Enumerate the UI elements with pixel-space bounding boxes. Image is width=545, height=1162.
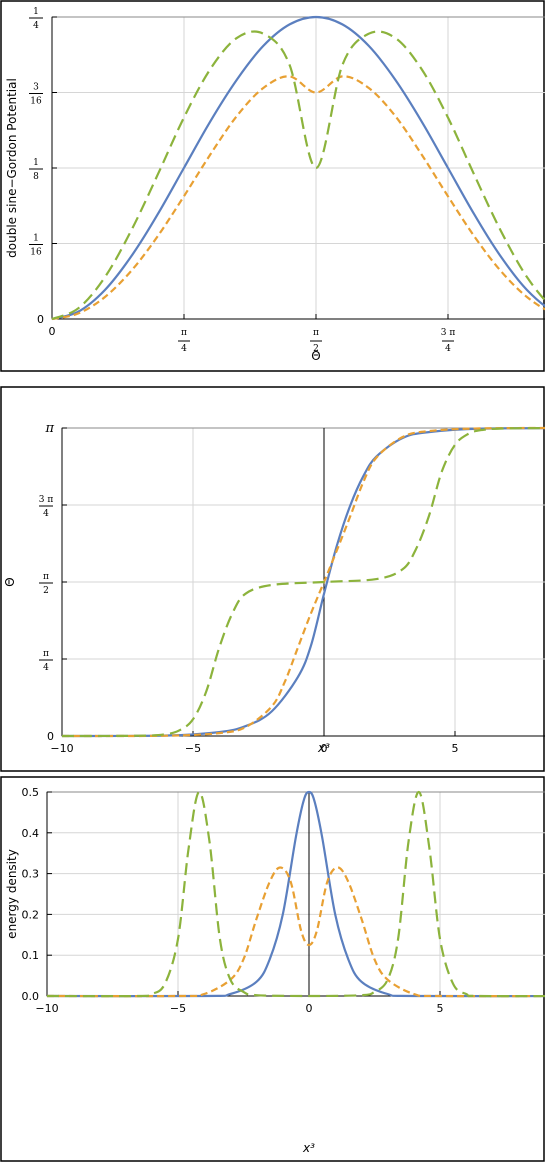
y-axis-label: energy density <box>5 849 19 939</box>
series-line-3 <box>46 790 545 998</box>
y-tick-label-den: 8 <box>33 172 39 182</box>
x-tick-label-den: 4 <box>181 344 187 354</box>
y-tick-label-den: 4 <box>43 663 49 673</box>
x-tick-label-num: π <box>181 328 187 338</box>
x-tick-label: −5 <box>185 742 201 755</box>
y-tick-label-num: 1 <box>33 7 39 17</box>
x-axis-label: x³ <box>317 741 330 755</box>
y-tick-label: 0.1 <box>22 949 40 962</box>
y-tick-label-den: 2 <box>43 586 49 596</box>
y-tick-label-den: 16 <box>30 248 42 258</box>
series-line-1 <box>51 15 545 321</box>
y-tick-label: 0.4 <box>22 827 40 840</box>
x-tick-label-num: π <box>313 328 319 338</box>
x-tick-label-den: 4 <box>445 344 451 354</box>
x-tick-label: 5 <box>437 1002 444 1015</box>
y-tick-label: 0.2 <box>22 908 40 921</box>
y-tick-label: 0 <box>47 730 54 743</box>
y-tick-label-num: π <box>43 649 49 659</box>
y-tick-label-num: 1 <box>33 158 39 168</box>
x-tick-label: 0 <box>321 742 328 755</box>
panel-frame <box>0 776 545 1162</box>
panel-frame <box>0 0 545 372</box>
y-axis-label: Θ <box>3 577 17 586</box>
series-line-3 <box>61 426 545 738</box>
y-tick-label: 0.5 <box>22 786 40 799</box>
y-tick-label-num: π <box>43 572 49 582</box>
x-axis-label: Θ <box>311 349 320 363</box>
x-tick-label-num: 3 π <box>441 328 456 338</box>
x-tick-label: 0 <box>306 1002 313 1015</box>
series-line-1 <box>46 790 545 998</box>
x-tick-label: −5 <box>170 1002 186 1015</box>
y-tick-label-den: 4 <box>43 509 49 519</box>
y-axis-label: double sine−Gordon Potential <box>5 78 19 258</box>
y-tick-label-num: 3 π <box>39 495 54 505</box>
y-tick-label: 0 <box>37 313 44 326</box>
series-line-2 <box>46 866 545 998</box>
plot-frame <box>46 791 545 997</box>
y-tick-label: 0.3 <box>22 868 40 881</box>
panel-frame <box>0 386 545 772</box>
x-axis-label: x³ <box>302 1141 315 1155</box>
y-tick-label-num: 3 <box>33 83 39 93</box>
x-tick-label: −10 <box>35 1002 58 1015</box>
x-tick-label-den: 2 <box>313 344 319 354</box>
y-tick-label: 0.0 <box>22 990 40 1003</box>
y-tick-label-den: 16 <box>30 97 42 107</box>
x-tick-label: −10 <box>50 742 73 755</box>
series-line-2 <box>51 75 545 321</box>
x-tick-label: 5 <box>452 742 459 755</box>
x-tick-label: 0 <box>49 325 56 338</box>
series-line-3 <box>51 30 545 321</box>
y-tick-label: π <box>44 421 54 436</box>
y-tick-label-num: 1 <box>33 234 39 244</box>
y-tick-label-den: 4 <box>33 21 39 31</box>
